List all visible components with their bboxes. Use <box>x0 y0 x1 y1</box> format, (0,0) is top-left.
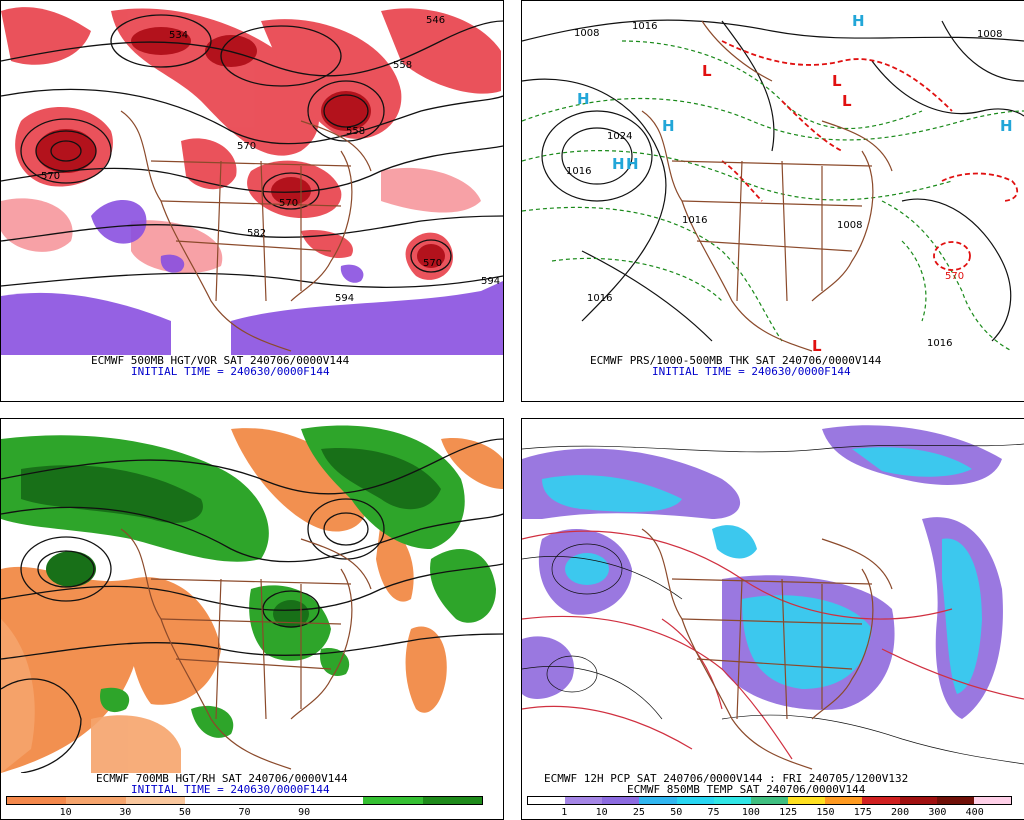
contour-label: 1008 <box>837 220 862 231</box>
contour-label: 570 <box>279 198 298 209</box>
colorbar-tick-label: 175 <box>853 807 872 818</box>
panel-prs-thk: H H H H H H L L L L 1016 1008 1024 1016 … <box>521 0 1024 402</box>
colorbar-tick-label: 125 <box>779 807 798 818</box>
colorbar-swatch <box>713 797 751 804</box>
colorbar-swatch <box>602 797 640 804</box>
contour-label: 1016 <box>927 338 952 349</box>
pcp-colorbar <box>527 796 1012 805</box>
colorbar-tick-label: 300 <box>928 807 947 818</box>
colorbar-tick-label: 200 <box>891 807 910 818</box>
colorbar-swatch <box>676 797 714 804</box>
colorbar-swatch <box>825 797 863 804</box>
colorbar-tick-label: 25 <box>632 807 645 818</box>
panel-caption-title: ECMWF 700MB HGT/RH SAT 240706/0000V144 <box>96 772 348 785</box>
low-pressure-icon: L <box>842 92 852 110</box>
colorbar-swatch <box>788 797 826 804</box>
colorbar-tick-label: 1 <box>561 807 568 818</box>
colorbar-tick-label: 30 <box>119 807 132 818</box>
contour-label: 570 <box>41 171 60 182</box>
contour-label: 594 <box>481 276 500 287</box>
colorbar-tick-label: 90 <box>298 807 311 818</box>
low-pressure-icon: L <box>812 337 822 355</box>
panel-caption-initial-time: INITIAL TIME = 240630/0000F144 <box>652 365 851 378</box>
panel-caption-initial-time: INITIAL TIME = 240630/0000F144 <box>131 783 330 796</box>
colorbar-tick-label: 50 <box>178 807 191 818</box>
contour-label: 1016 <box>587 293 612 304</box>
contour-label: 570 <box>423 258 442 269</box>
colorbar-swatch <box>363 797 423 804</box>
colorbar-swatch <box>862 797 900 804</box>
contour-label: 1008 <box>574 28 599 39</box>
contour-label: 1024 <box>607 131 632 142</box>
contour-label: 534 <box>169 30 188 41</box>
high-pressure-icon: H <box>662 117 675 135</box>
colorbar-swatch <box>125 797 186 804</box>
panel-caption-title: ECMWF PRS/1000-500MB THK SAT 240706/0000… <box>590 354 882 367</box>
contour-label: 1016 <box>566 166 591 177</box>
colorbar-swatch <box>750 797 789 804</box>
map-prs-thk: H H H H H H L L L L 1016 1008 1024 1016 … <box>522 1 1024 355</box>
colorbar-swatch <box>185 797 245 804</box>
contour-label: 594 <box>335 293 354 304</box>
colorbar-tick-label: 150 <box>816 807 835 818</box>
high-pressure-icon: H <box>577 90 590 108</box>
colorbar-swatch <box>936 797 974 804</box>
colorbar-swatch <box>422 797 482 804</box>
colorbar-swatch <box>66 797 126 804</box>
panel-pcp-850mb-temp: ECMWF 12H PCP SAT 240706/0000V144 : FRI … <box>521 418 1024 820</box>
contour-label: 570 <box>237 141 256 152</box>
panel-caption-subtitle: ECMWF 850MB TEMP SAT 240706/0000V144 <box>627 783 866 796</box>
colorbar-swatch <box>565 797 603 804</box>
high-pressure-icon: H <box>612 155 625 173</box>
contour-label: 558 <box>393 60 412 71</box>
rh-colorbar-ticks: 10 30 50 70 90 <box>6 808 483 819</box>
high-pressure-icon: H <box>626 155 639 173</box>
high-pressure-icon: H <box>1000 117 1013 135</box>
panel-700mb-hgt-rh: ECMWF 700MB HGT/RH SAT 240706/0000V144 I… <box>0 418 504 820</box>
panel-caption-initial-time: INITIAL TIME = 240630/0000F144 <box>131 365 330 378</box>
colorbar-tick-label: 100 <box>741 807 760 818</box>
map-700mb <box>1 419 503 773</box>
colorbar-tick-label: 400 <box>965 807 984 818</box>
low-pressure-icon: L <box>832 72 842 90</box>
high-pressure-icon: H <box>852 12 865 30</box>
contour-label: 1008 <box>977 29 1002 40</box>
colorbar-tick-label: 70 <box>238 807 251 818</box>
colorbar-swatch <box>899 797 937 804</box>
contour-label: 1016 <box>632 21 657 32</box>
colorbar-tick-label: 10 <box>59 807 72 818</box>
colorbar-tick-label: 10 <box>595 807 608 818</box>
map-500mb: 534 546 558 558 570 570 582 594 594 570 … <box>1 1 503 355</box>
colorbar-swatch <box>244 797 304 804</box>
panel-500mb-hgt-vor: 534 546 558 558 570 570 582 594 594 570 … <box>0 0 504 402</box>
map-pcp-temp <box>522 419 1024 773</box>
colorbar-tick-label: 75 <box>707 807 720 818</box>
contour-label: 546 <box>426 15 445 26</box>
colorbar-swatch <box>973 797 1012 804</box>
colorbar-swatch <box>639 797 677 804</box>
panel-caption-title: ECMWF 500MB HGT/VOR SAT 240706/0000V144 <box>91 354 350 367</box>
pcp-colorbar-ticks: 1 10 25 50 75 100 125 150 175 200 300 400 <box>527 808 1012 819</box>
contour-label: 1016 <box>682 215 707 226</box>
colorbar-swatch <box>7 797 67 804</box>
contour-label: 558 <box>346 126 365 137</box>
colorbar-tick-label: 50 <box>670 807 683 818</box>
contour-label: 582 <box>247 228 266 239</box>
low-pressure-icon: L <box>702 62 712 80</box>
rh-colorbar <box>6 796 483 805</box>
colorbar-swatch <box>303 797 364 804</box>
colorbar-swatch <box>528 797 566 804</box>
contour-label: 570 <box>945 271 964 282</box>
panel-caption-title: ECMWF 12H PCP SAT 240706/0000V144 : FRI … <box>544 772 909 785</box>
